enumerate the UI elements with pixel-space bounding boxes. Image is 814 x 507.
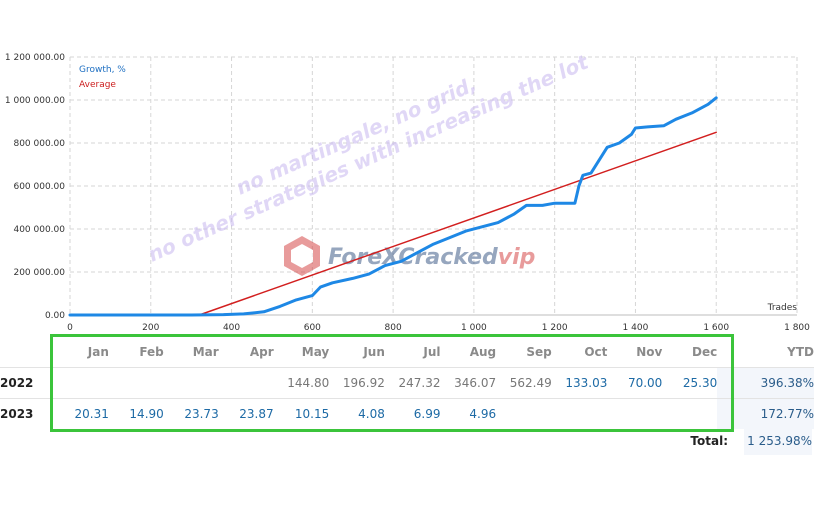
watermark-line-2: no other strategies with increasing the … [144,49,593,266]
watermark-logo: ForeXCrackedvip [284,236,535,276]
ytd-value: 396.38% [717,367,814,399]
month-header-feb: Feb [139,345,164,359]
return-cell [662,398,718,429]
month-header-sep: Sep [526,345,552,359]
series-line-growth [68,96,718,317]
year-row-2022: 2022 144.80 196.92 247.32 346.07 562.49 133.03… [0,367,814,399]
year-label: 2022 [0,367,54,399]
x-tick-label: 1 600 [703,323,729,333]
legend-entry-growth: Growth, % [79,65,126,75]
x-tick-label: 400 [223,323,240,333]
return-cell [53,367,109,399]
monthly-returns-table: Jan Feb Mar Apr May Jun Jul Aug Sep Oct Nov Dec YTD … [0,337,814,455]
return-cell [607,398,663,429]
return-cell: 4.96 [440,398,497,429]
month-header-jul: Jul [423,345,441,359]
x-tick-label: 200 [142,323,159,333]
legend-entry-average: Average [79,80,116,90]
month-header-row: Jan Feb Mar Apr May Jun Jul Aug Sep Oct Nov Dec YTD [0,337,814,368]
returns-grid: Jan Feb Mar Apr May Jun Jul Aug Sep Oct Nov Dec YTD … [0,337,814,429]
return-cell: 23.87 [218,398,274,429]
x-tick-label: 0 [67,323,73,333]
x-tick-label: 1 000 [461,323,487,333]
x-tick-label: 1 400 [623,323,649,333]
return-cell: 133.03 [551,367,608,399]
x-tick-label: 800 [385,323,402,333]
return-cell: 25.30 [662,367,718,399]
total-row: Total: 1 253.98% [0,427,814,457]
y-tick-label: 800 000.00 [13,139,65,149]
return-cell [496,398,552,429]
chart-legend: Growth, % Average [79,65,126,90]
series-line-average [198,131,717,316]
logo-main-text: ForeXCracked [328,245,498,270]
month-header-dec: Dec [692,345,718,359]
x-tick-label: 1 800 [784,323,810,333]
watermark: no martingale, no grid, no other strateg… [144,49,593,276]
return-cell: 196.92 [329,367,385,399]
return-cell [551,398,608,429]
y-tick-label: 1 000 000.00 [5,96,65,106]
x-tick-label: 1 200 [542,323,568,333]
ytd-value: 172.77% [717,398,814,429]
y-tick-label: 200 000.00 [13,268,65,278]
return-cell: 144.80 [273,367,330,399]
return-cell: 4.08 [329,398,385,429]
return-cell: 23.73 [163,398,219,429]
y-tick-label: 1 200 000.00 [5,53,65,63]
return-cell: 10.15 [273,398,330,429]
return-cell: 346.07 [440,367,497,399]
month-header-oct: Oct [584,345,608,359]
chart-series [68,96,718,317]
return-cell: 70.00 [607,367,663,399]
total-label: Total: [690,434,728,448]
x-tick-label: 600 [304,323,321,333]
y-axis-ticks: 0.00 200 000.00 400 000.00 600 000.00 800 00… [5,53,65,321]
logo-vip-text: vip [498,245,536,270]
y-tick-label: 400 000.00 [13,225,65,235]
return-cell [108,367,164,399]
year-label: 2023 [0,398,54,429]
total-value: 1 253.98% [744,427,812,455]
x-axis-ticks: 0 200 400 600 800 1 000 1 200 1 400 1 600 1 800 [67,323,810,333]
return-cell: 247.32 [384,367,441,399]
chart-grid [69,56,798,316]
y-tick-label: 600 000.00 [13,182,65,192]
month-header-jan: Jan [87,345,109,359]
year-row-2023: 2023 20.31 14.90 23.73 23.87 10.15 4.08 6.99 4.9… [0,398,814,429]
return-cell [218,367,274,399]
month-header-nov: Nov [636,345,663,359]
growth-chart: 0.00 200 000.00 400 000.00 600 000.00 800 00… [5,49,810,333]
month-header-may: May [301,345,330,359]
month-header-apr: Apr [249,345,274,359]
ytd-header: YTD [787,345,814,359]
month-header-jun: Jun [363,345,385,359]
month-header-aug: Aug [469,345,497,359]
x-axis-label: Trades [767,303,798,313]
return-cell: 6.99 [384,398,441,429]
return-cell [163,367,219,399]
return-cell: 20.31 [53,398,109,429]
corner-cell [0,337,54,368]
return-cell: 14.90 [108,398,164,429]
svg-text:ForeXCrackedvip: ForeXCrackedvip [328,245,535,270]
y-tick-label: 0.00 [45,311,65,321]
month-header-mar: Mar [192,345,219,359]
return-cell: 562.49 [496,367,552,399]
